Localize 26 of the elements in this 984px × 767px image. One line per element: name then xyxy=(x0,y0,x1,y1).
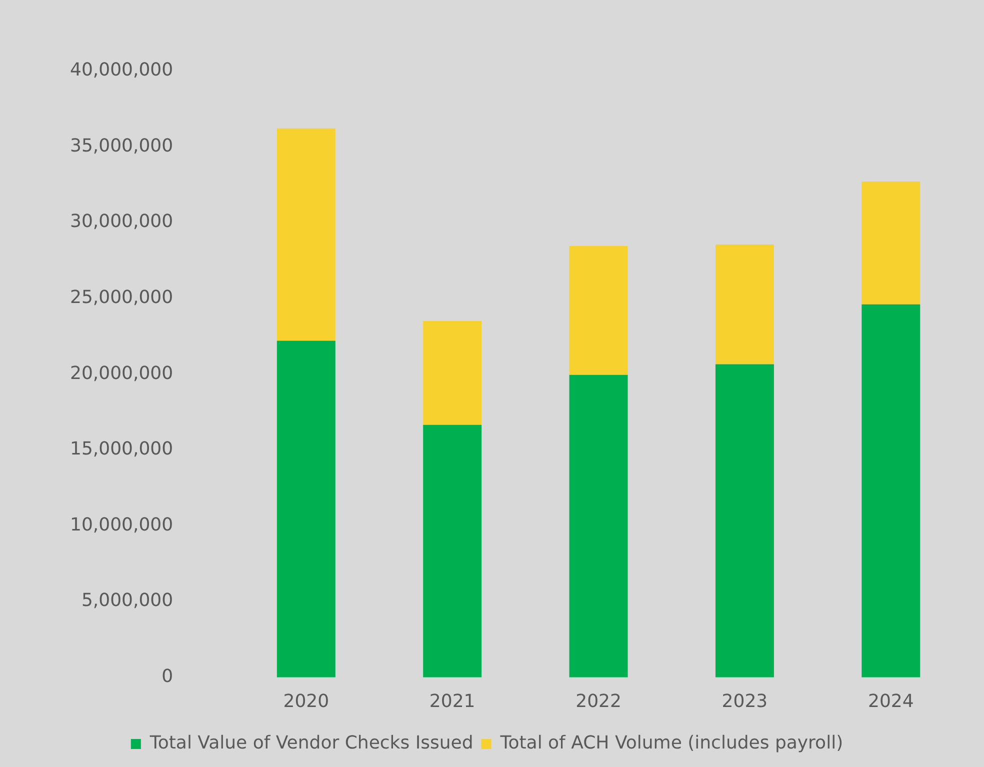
bar xyxy=(276,128,336,341)
bar xyxy=(276,340,336,678)
bar xyxy=(423,321,482,425)
x-tick-label: 2024 xyxy=(868,690,914,712)
y-tick-label: 15,000,000 xyxy=(70,438,174,460)
y-tick-label: 5,000,000 xyxy=(81,590,174,612)
legend-label: Total of ACH Volume (includes payroll) xyxy=(499,732,844,754)
bar xyxy=(862,304,920,678)
y-tick-label: 20,000,000 xyxy=(70,362,174,384)
y-tick-label: 35,000,000 xyxy=(70,135,174,156)
bar xyxy=(862,182,920,304)
bar xyxy=(715,244,774,364)
y-tick-label: 10,000,000 xyxy=(70,514,174,536)
y-tick-label: 0 xyxy=(162,666,174,688)
bar xyxy=(569,246,628,375)
x-tick-label: 2022 xyxy=(576,690,622,712)
bar xyxy=(569,374,628,678)
legend-label: Total Value of Vendor Checks Issued xyxy=(148,732,474,754)
x-tick-label: 2023 xyxy=(722,690,768,712)
y-tick-label: 25,000,000 xyxy=(70,286,174,308)
y-tick-label: 30,000,000 xyxy=(70,211,174,232)
x-tick-label: 2020 xyxy=(283,690,330,712)
x-tick-label: 2021 xyxy=(429,690,476,712)
y-tick-label: 40,000,000 xyxy=(70,59,174,80)
bar xyxy=(715,364,774,678)
bar xyxy=(423,424,482,678)
